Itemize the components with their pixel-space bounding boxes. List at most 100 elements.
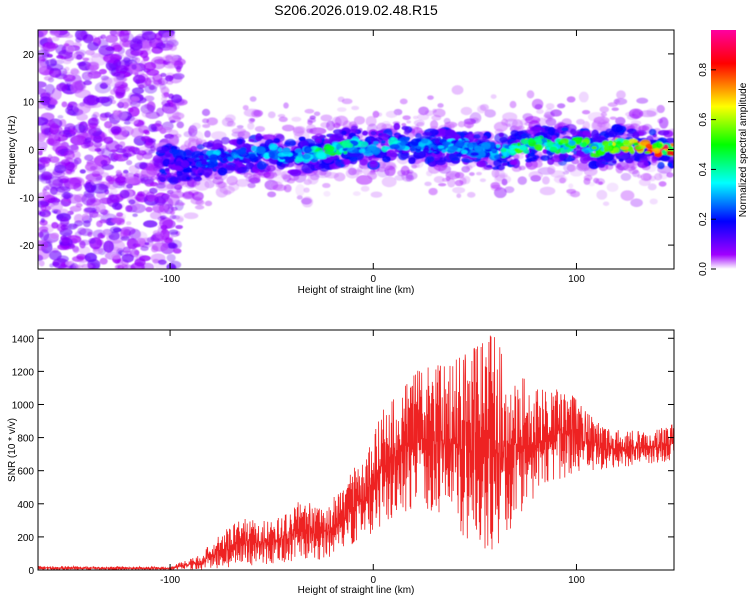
spectrogram-cell — [102, 228, 112, 236]
spectrogram-cell — [616, 90, 626, 100]
spectrogram-cell — [341, 130, 347, 136]
spectrogram-cell — [87, 126, 97, 134]
spectrogram-cell — [376, 167, 390, 178]
spectrogram-cell — [146, 236, 155, 243]
spectrogram-cell — [539, 186, 556, 196]
spectrogram-cell — [83, 138, 91, 149]
spectrogram-cell — [413, 150, 426, 160]
spectrogram-cell — [412, 115, 419, 120]
spectrogram-cell — [40, 205, 47, 212]
spectrogram-cell — [248, 117, 255, 124]
spectrogram-cell — [60, 56, 67, 60]
spectrogram-cell — [76, 113, 88, 121]
spectrogram-cell — [233, 154, 238, 159]
spectrogram-cell — [58, 67, 68, 77]
spectrogram-cell — [183, 212, 199, 220]
spectrogram-cell — [350, 128, 359, 134]
spectrogram-cell — [181, 160, 190, 168]
spectrogram-cell — [425, 155, 435, 163]
spectrogram-cell — [520, 133, 532, 139]
spectrogram-cell — [60, 140, 67, 148]
spectrogram-cell — [122, 145, 137, 157]
spectrogram-cell — [657, 161, 665, 170]
spectrogram-cell — [534, 103, 543, 110]
spectrogram-cell — [172, 73, 185, 80]
spectrogram-cell — [583, 177, 591, 185]
spectrogram-cell — [657, 130, 670, 136]
spectrogram-cell — [323, 190, 331, 197]
snr-ytick-label: 1200 — [12, 367, 35, 378]
spectrogram-cell — [404, 129, 410, 135]
spectrogram-cell — [135, 243, 141, 248]
spectrogram-cell — [596, 158, 606, 169]
spectrogram-cell — [283, 156, 291, 161]
spectrogram-cell — [160, 72, 167, 78]
spectrogram-cell — [157, 259, 167, 265]
spectrogram-cell — [410, 138, 421, 146]
spectrogram-cell — [658, 116, 669, 129]
spectrogram-cell — [666, 150, 674, 156]
spectrogram-cell — [493, 154, 501, 160]
spectrogram-cell — [212, 168, 218, 172]
spectrogram-cell — [75, 49, 87, 57]
spectrogram-cell — [263, 171, 278, 179]
spectrogram-cell — [501, 162, 508, 166]
spectrogram-cell — [468, 142, 474, 149]
spectrogram-cell — [49, 250, 62, 261]
spectrogram-cell — [463, 121, 474, 129]
spectrogram-cell — [591, 146, 598, 150]
spectrogram-cell — [366, 171, 378, 180]
spectrogram-cell — [134, 162, 148, 170]
spectrogram-cell — [56, 214, 64, 220]
spectrogram-cell — [416, 146, 422, 150]
spectrogram-cell — [611, 107, 619, 111]
spectrogram-cell — [527, 137, 535, 144]
spectrogram-cell — [166, 172, 177, 178]
spectrogram-cell — [418, 106, 429, 116]
spectrogram-cell — [191, 167, 197, 173]
spectrogram-cell — [322, 183, 331, 189]
spectrogram-cell — [85, 49, 95, 56]
spectrogram-cell — [318, 162, 330, 172]
spectrogram-cell — [447, 145, 459, 152]
spectrogram-cell — [38, 61, 47, 73]
spectrogram-cell — [295, 125, 307, 135]
spectrogram-cell — [568, 183, 574, 189]
spectrogram-cell — [498, 172, 508, 179]
spectrogram-cell — [122, 246, 131, 254]
spectrogram-cell — [39, 156, 51, 164]
spectrogram-cell — [206, 160, 219, 168]
spectrogram-cell — [169, 214, 177, 220]
spectrogram-cell — [41, 51, 50, 59]
spectrogram-cell — [134, 147, 143, 154]
spectrogram-cell — [666, 172, 674, 178]
spectrogram-cell — [175, 224, 183, 230]
spectrogram-cell — [112, 44, 123, 52]
spectrogram-cell — [144, 95, 155, 102]
spectrogram-cell — [547, 126, 556, 136]
snr-ytick-label: 1000 — [12, 400, 35, 411]
spectrogram-cell — [98, 45, 115, 56]
spectrogram-cell — [561, 118, 572, 126]
snr-xtick-label: -100 — [160, 575, 180, 586]
spectrogram-cell — [469, 172, 475, 176]
spectrogram-cell — [125, 205, 133, 213]
spectrogram-cell — [576, 118, 585, 125]
spectrogram-cell — [78, 239, 91, 246]
spectrogram-cell — [535, 117, 547, 127]
spectrogram-cell — [56, 83, 68, 92]
spectrogram-cell — [424, 181, 432, 187]
spectrogram-cell — [336, 107, 347, 112]
spectrogram-cell — [155, 42, 166, 50]
spectrogram-cell — [168, 260, 182, 269]
spectrogram-cell — [256, 146, 266, 154]
spectrogram-cell — [649, 198, 658, 205]
spectrogram-cell — [125, 159, 133, 166]
spectrogram-cell — [334, 133, 344, 139]
spectrogram-cell — [118, 30, 130, 43]
spectrogram-cell — [644, 151, 651, 154]
spectrogram-cell — [543, 111, 555, 119]
spectrogram-cell — [513, 154, 520, 160]
spectrogram-cell — [198, 155, 205, 159]
